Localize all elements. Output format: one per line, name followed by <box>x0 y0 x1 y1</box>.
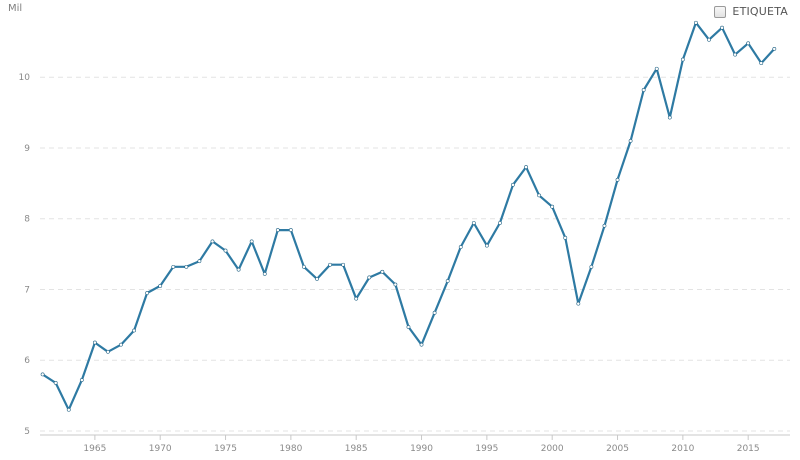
data-point[interactable] <box>106 349 110 354</box>
x-tick-label: 1965 <box>83 444 106 454</box>
x-tick-label: 1995 <box>475 444 498 454</box>
x-axis-ticks: 1965 1970 1975 1980 1985 1990 1995 2000 2005 2010… <box>40 434 790 454</box>
data-point[interactable] <box>628 138 633 143</box>
y-axis-ticks: 5 6 7 8 9 10 <box>19 73 31 437</box>
series-line-path <box>42 21 776 411</box>
data-point[interactable] <box>484 243 489 248</box>
y-tick-label: 10 <box>19 73 31 83</box>
data-point[interactable] <box>733 52 738 57</box>
data-point[interactable] <box>262 272 267 276</box>
data-point[interactable] <box>563 235 568 240</box>
x-tick-label: 1985 <box>345 444 368 454</box>
data-point[interactable] <box>315 276 319 281</box>
data-point[interactable] <box>615 177 620 182</box>
y-tick-label: 6 <box>24 356 30 366</box>
data-point[interactable] <box>393 282 398 287</box>
x-tick-label: 2010 <box>671 444 694 454</box>
data-point[interactable] <box>380 269 385 274</box>
x-tick-label: 2000 <box>541 444 564 454</box>
data-point[interactable] <box>589 264 594 269</box>
data-point[interactable] <box>680 57 685 62</box>
data-point[interactable] <box>119 342 123 347</box>
x-tick-label: 1970 <box>149 444 172 454</box>
data-point[interactable] <box>498 221 502 225</box>
x-tick-label: 1975 <box>214 444 237 454</box>
data-point[interactable] <box>537 193 542 198</box>
data-point[interactable] <box>602 223 607 228</box>
data-point[interactable] <box>667 115 672 120</box>
data-point[interactable] <box>53 380 58 385</box>
x-tick-label: 2015 <box>737 444 760 454</box>
data-point[interactable] <box>576 301 581 306</box>
data-point[interactable] <box>471 221 476 225</box>
gridlines <box>40 76 790 432</box>
x-tick-label: 1980 <box>279 444 302 454</box>
data-point[interactable] <box>759 61 764 65</box>
data-point[interactable] <box>720 25 724 30</box>
data-point[interactable] <box>654 66 659 71</box>
y-tick-label: 5 <box>24 427 30 437</box>
data-point[interactable] <box>641 88 646 92</box>
data-point[interactable] <box>419 342 424 347</box>
series-points <box>40 20 777 412</box>
data-point[interactable] <box>79 378 84 382</box>
legend-toggle[interactable]: ETIQUETA <box>714 5 788 18</box>
data-point[interactable] <box>302 264 306 269</box>
data-point[interactable] <box>145 291 150 295</box>
data-point[interactable] <box>432 310 437 315</box>
data-point[interactable] <box>772 47 777 51</box>
data-point[interactable] <box>341 262 346 267</box>
data-point[interactable] <box>354 296 359 301</box>
x-tick-label: 2005 <box>606 444 629 454</box>
y-tick-label: 8 <box>24 215 30 225</box>
data-point[interactable] <box>210 239 215 244</box>
data-point[interactable] <box>445 279 450 283</box>
data-point[interactable] <box>328 262 332 267</box>
data-point[interactable] <box>524 165 528 169</box>
data-point[interactable] <box>66 407 71 412</box>
legend-label: ETIQUETA <box>732 5 788 18</box>
y-tick-label: 9 <box>24 144 30 154</box>
y-tick-label: 7 <box>24 285 30 295</box>
data-point[interactable] <box>458 245 463 249</box>
data-point[interactable] <box>367 275 372 280</box>
data-point[interactable] <box>223 248 228 253</box>
legend-checkbox[interactable] <box>714 5 727 18</box>
y-axis-unit-label: Mil <box>8 3 23 14</box>
data-point[interactable] <box>92 340 97 345</box>
data-point[interactable] <box>171 264 176 269</box>
data-point[interactable] <box>275 228 280 232</box>
data-point[interactable] <box>249 239 254 244</box>
x-tick-label: 1990 <box>410 444 433 454</box>
data-point[interactable] <box>288 228 293 232</box>
data-point[interactable] <box>694 20 698 25</box>
data-point[interactable] <box>132 328 136 333</box>
data-point[interactable] <box>40 372 45 377</box>
data-point[interactable] <box>158 284 163 288</box>
data-point[interactable] <box>746 41 751 46</box>
data-point[interactable] <box>707 37 711 42</box>
data-point[interactable] <box>236 267 241 272</box>
series-line <box>42 21 776 411</box>
data-point[interactable] <box>550 204 555 209</box>
data-point[interactable] <box>197 259 202 264</box>
data-point[interactable] <box>511 182 515 187</box>
data-point[interactable] <box>406 325 411 329</box>
data-point[interactable] <box>184 264 189 269</box>
